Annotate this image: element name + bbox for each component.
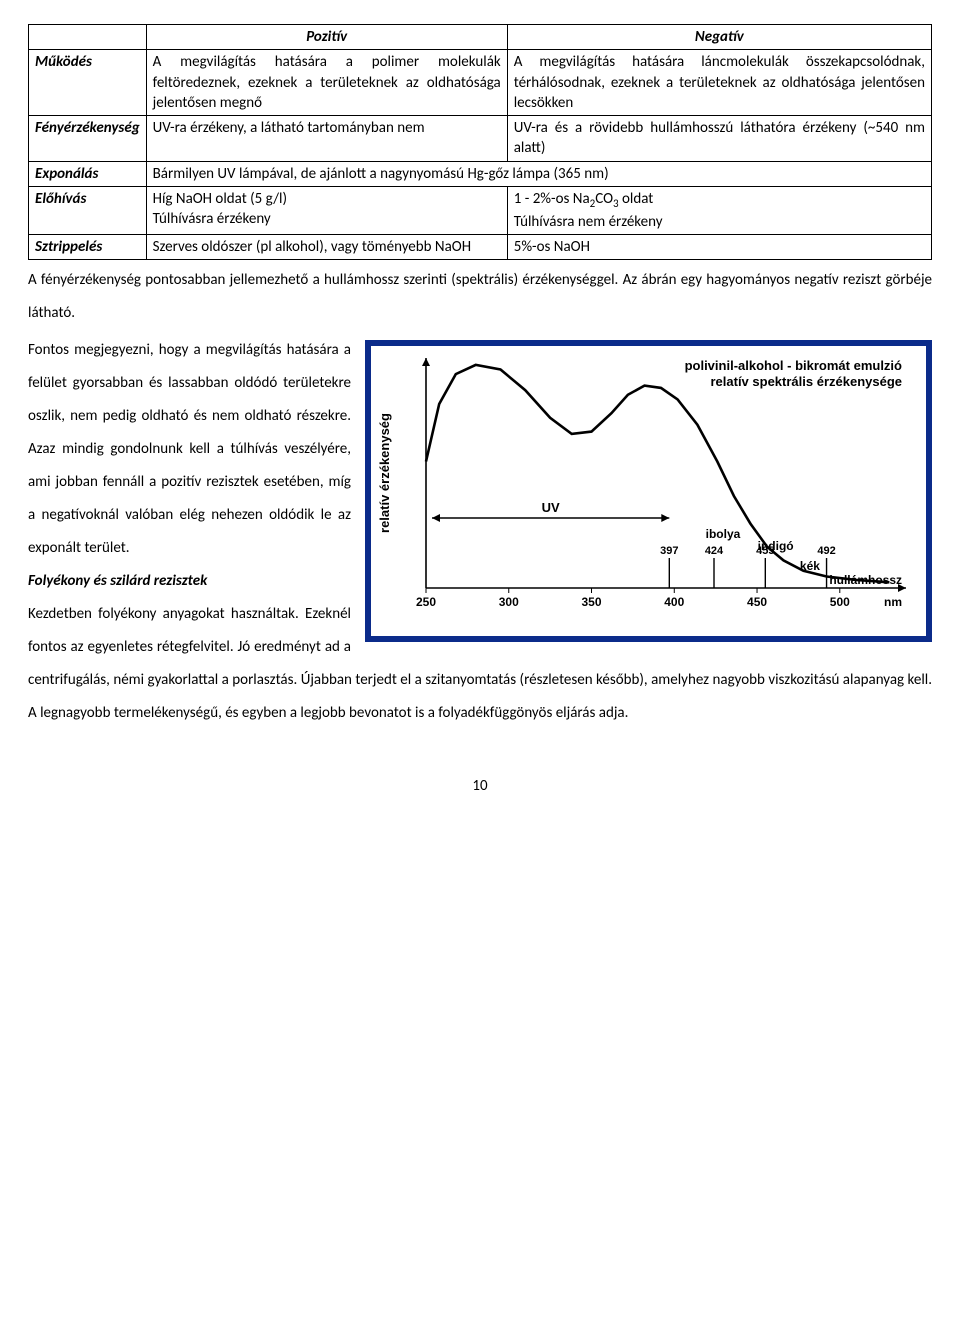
svg-text:kék: kék [800,559,820,573]
svg-text:relatív érzékenység: relatív érzékenység [377,413,392,533]
chart-svg: 250300350400450500397424455492ibolyaindi… [371,346,926,636]
row-fenyerzekenyseg-label: Fényérzékenység [29,116,147,162]
page-number: 10 [28,776,932,796]
svg-text:hullámhossz: hullámhossz [829,573,902,587]
cell-fenyerzekenyseg-neg: UV-ra és a rövidebb hullámhosszú látható… [507,116,931,162]
svg-text:relatív spektrális érzékenység: relatív spektrális érzékenysége [710,374,902,389]
svg-text:500: 500 [830,595,850,609]
svg-text:424: 424 [705,545,724,557]
row-mukodes-label: Működés [29,50,147,116]
svg-text:ibolya: ibolya [706,527,741,541]
cell-elohivas-poz: Híg NaOH oldat (5 g/l) Túlhívásra érzéke… [146,186,507,234]
cell-fenyerzekenyseg-poz: UV-ra érzékeny, a látható tartományban n… [146,116,507,162]
row-sztrippeles-label: Sztrippelés [29,234,147,259]
svg-text:nm: nm [884,595,902,609]
cell-mukodes-neg: A megvilágítás hatására láncmolekulák ös… [507,50,931,116]
svg-text:450: 450 [747,595,767,609]
svg-text:400: 400 [664,595,684,609]
col-header-pozitiv: Pozitív [146,25,507,50]
col-header-negativ: Negatív [507,25,931,50]
svg-text:350: 350 [582,595,602,609]
svg-text:UV: UV [542,500,560,515]
cell-sztrippeles-neg: 5%-os NaOH [507,234,931,259]
cell-sztrippeles-poz: Szerves oldószer (pl alkohol), vagy tömé… [146,234,507,259]
cell-mukodes-poz: A megvilágítás hatására a polimer moleku… [146,50,507,116]
paragraph-1: A fényérzékenység pontosabban jellemezhe… [28,264,932,330]
svg-text:492: 492 [817,545,835,557]
row-elohivas-label: Előhívás [29,186,147,234]
svg-text:397: 397 [660,545,678,557]
svg-text:polivinil-alkohol - bikromát e: polivinil-alkohol - bikromát emulzió [685,358,902,373]
sensitivity-chart: 250300350400450500397424455492ibolyaindi… [365,340,932,642]
comparison-table: Pozitív Negatív Működés A megvilágítás h… [28,24,932,260]
svg-text:250: 250 [416,595,436,609]
cell-elohivas-neg: 1 - 2%-os Na2CO3 oldat Túlhívásra nem ér… [507,186,931,234]
row-exponalas-label: Exponálás [29,161,147,186]
svg-text:indigó: indigó [758,539,794,553]
cell-exponalas: Bármilyen UV lámpával, de ajánlott a nag… [146,161,931,186]
svg-text:300: 300 [499,595,519,609]
